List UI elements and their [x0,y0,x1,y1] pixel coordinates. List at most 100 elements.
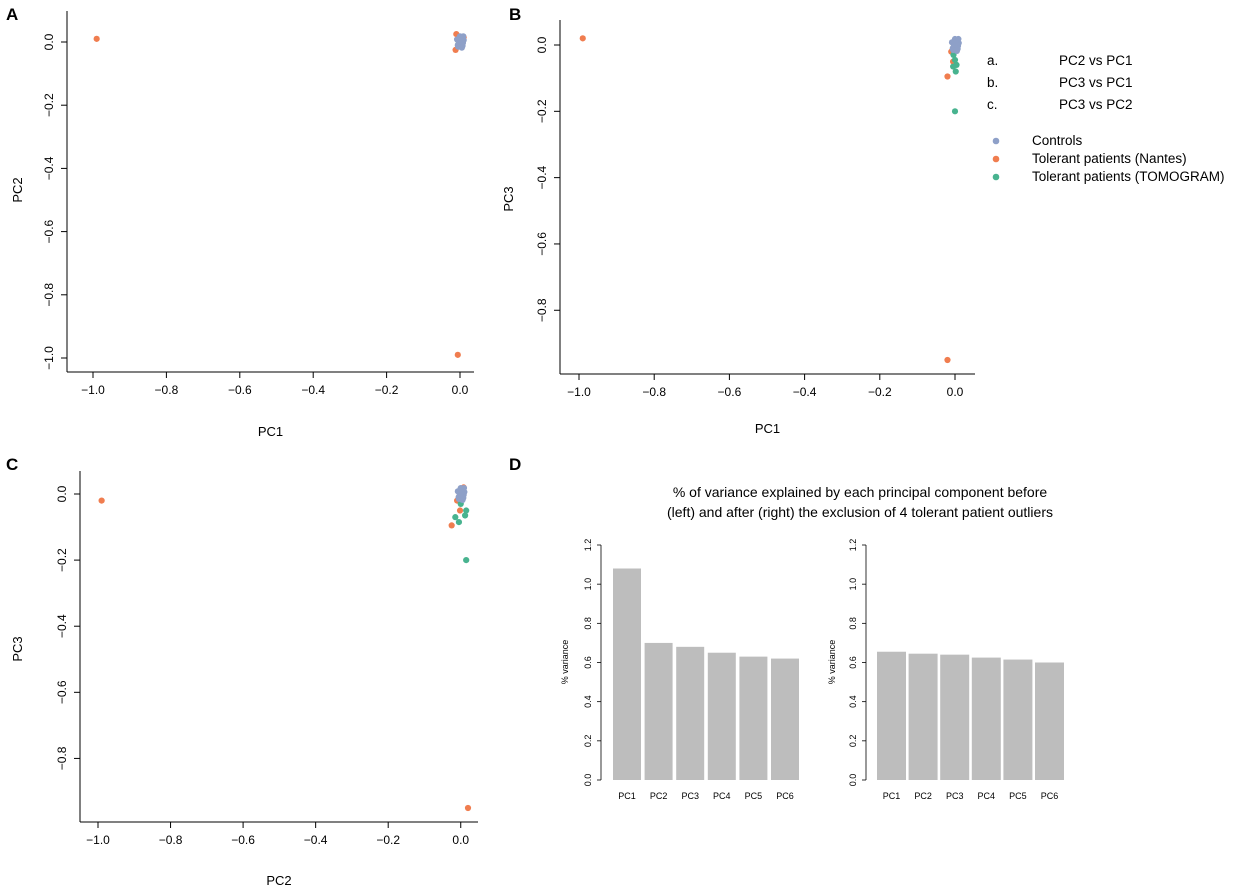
x-tick-label: −1.0 [81,383,105,397]
y-tick-label: 1.2 [848,539,858,552]
bar [971,657,1001,780]
scatter-point [944,73,951,80]
y-axis-label: PC3 [10,636,25,661]
x-tick-label: 0.0 [452,383,469,397]
y-tick-label: −0.8 [55,746,69,770]
bar [771,658,799,780]
panel-d-title-line-2: (left) and after (right) the exclusion o… [667,504,1053,520]
legend-panel-label-c: PC3 vs PC2 [1059,97,1133,112]
y-tick-label: 0.4 [848,695,858,708]
legend-panel-label-a: PC2 vs PC1 [1059,53,1133,68]
legend-label-nantes: Tolerant patients (Nantes) [1032,151,1187,166]
y-tick-label: 0.8 [848,617,858,630]
y-tick-label: −0.4 [535,165,549,189]
y-tick-label: −0.2 [535,99,549,123]
scatter-plot-pc2-vs-pc1: −1.0 −0.8 −0.6 −0.4 −0.2 0.0 0.0 −0.2 −0.4 −0.6 −0… [10,11,474,439]
y-tick-label: −0.8 [42,283,56,307]
bar [908,653,938,780]
y-tick-label: 0.6 [583,656,593,669]
bar-category-label: PC1 [618,791,636,801]
y-tick-label: 0.0 [848,774,858,787]
x-tick-label: −0.8 [159,833,183,847]
legend: a. PC2 vs PC1 b. PC3 vs PC1 c. PC3 vs PC… [987,53,1225,184]
y-tick-label: 1.0 [583,578,593,591]
x-tick-label: −0.6 [231,833,255,847]
scatter-plot-pc3-vs-pc2: −1.0 −0.8 −0.6 −0.4 −0.2 0.0 0.0 −0.2 −0.4 −0.6 −0… [10,471,478,888]
bar [1003,659,1033,780]
scatter-point [98,497,105,504]
y-tick-label: 0.0 [42,33,56,50]
scatter-point [456,507,464,514]
bar-category-label: PC6 [776,791,794,801]
y-tick-label: −0.2 [55,548,69,572]
y-axis-label: % variance [560,640,570,685]
bar-category-label: PC1 [883,791,901,801]
scatter-point [459,496,466,504]
scatter-point [952,68,959,75]
x-axis-label: PC1 [258,424,283,439]
scatter-plot-pc3-vs-pc1: −1.0 −0.8 −0.6 −0.4 −0.2 0.0 0.0 −0.2 −0.4 −0.6 −0… [501,20,975,436]
y-tick-label: 1.0 [848,578,858,591]
y-tick-label: 0.8 [583,617,593,630]
bar [707,652,736,780]
y-tick-label: 0.0 [55,485,69,502]
bar [877,651,906,780]
scatter-point [463,557,470,564]
y-tick-label: −0.8 [535,298,549,322]
y-tick-label: −0.6 [55,680,69,704]
y-tick-label: 0.4 [583,695,593,708]
y-tick-label: −0.6 [42,219,56,243]
scatter-point [454,351,461,358]
bar [613,568,641,780]
y-tick-label: −0.6 [535,232,549,256]
scatter-point [458,488,465,495]
bar-category-label: PC3 [946,791,964,801]
x-tick-label: 0.0 [947,385,964,399]
x-tick-label: −0.6 [228,383,252,397]
panel-letter-d: D [509,455,521,474]
panel-letter-b: B [509,5,521,24]
bar-chart-before-exclusion: 0.0 0.2 0.4 0.6 0.8 1.0 1.2 % variance PC1 PC2 PC3… [560,539,799,801]
bar [940,654,970,780]
x-tick-label: −0.8 [642,385,666,399]
bar [644,642,673,780]
bar [739,656,768,780]
bar-category-label: PC4 [978,791,996,801]
scatter-point [944,356,951,364]
legend-panel-letter-c: c. [987,97,998,112]
y-axis-label: PC2 [10,177,25,202]
y-tick-label: −0.2 [42,93,56,117]
x-tick-label: −0.4 [301,383,325,397]
x-tick-label: −1.0 [567,385,591,399]
x-tick-label: −0.6 [718,385,742,399]
x-axis-label: PC1 [755,421,780,436]
x-axis-label: PC2 [266,873,291,888]
y-tick-label: 0.0 [583,774,593,787]
bar-category-label: PC5 [745,791,763,801]
x-tick-label: −0.8 [155,383,179,397]
scatter-point [463,507,470,514]
panel-letter-c: C [6,455,18,474]
scatter-point [951,108,959,115]
bar-category-label: PC4 [713,791,731,801]
bar-category-label: PC3 [681,791,699,801]
y-tick-label: 1.2 [583,539,593,552]
y-tick-label: 0.6 [848,656,858,669]
bar [676,646,705,780]
y-tick-label: 0.0 [535,36,549,53]
scatter-point [461,512,469,519]
x-tick-label: −0.2 [868,385,892,399]
legend-marker-controls [992,137,1000,145]
y-tick-label: 0.2 [848,735,858,748]
x-tick-label: 0.0 [452,833,469,847]
scatter-point [458,44,465,51]
scatter-point [579,35,586,42]
scatter-point [953,47,960,55]
scatter-point [951,56,959,64]
bar-category-label: PC6 [1041,791,1059,801]
bar-category-label: PC5 [1009,791,1027,801]
y-axis-label: % variance [827,640,837,685]
legend-marker-nantes [992,155,1000,163]
scatter-point [457,36,464,43]
